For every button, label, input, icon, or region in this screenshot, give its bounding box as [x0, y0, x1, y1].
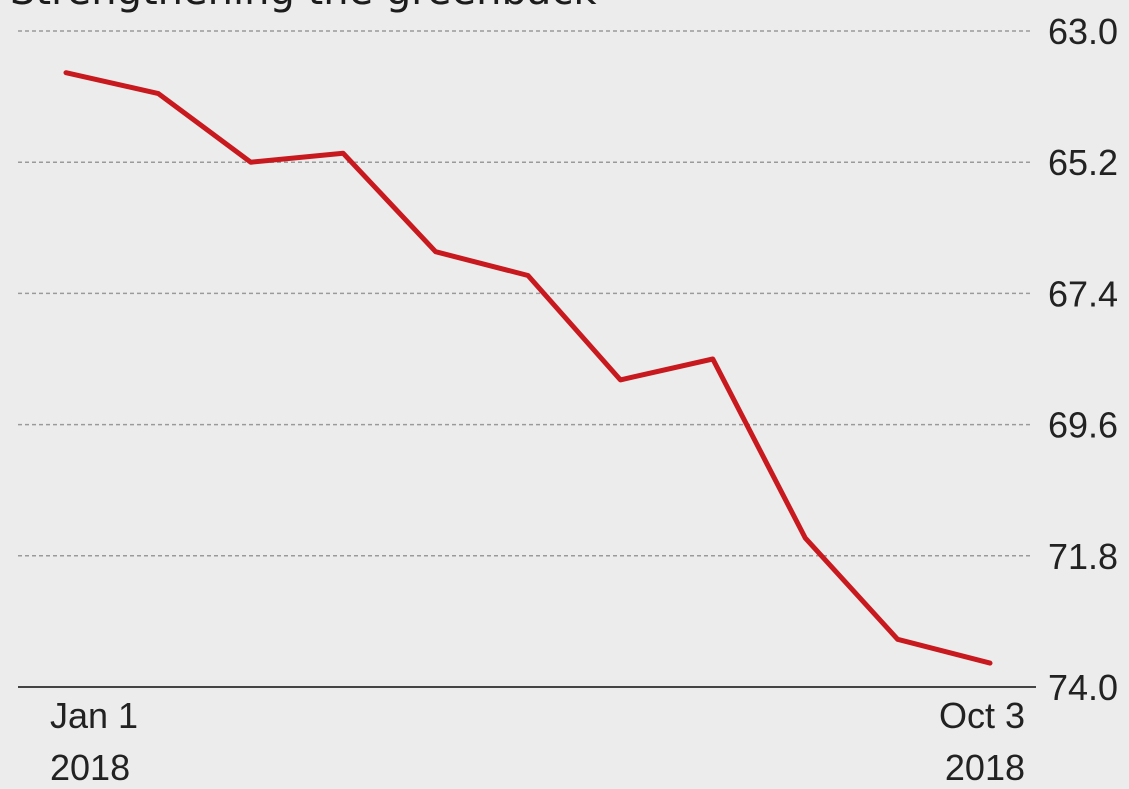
y-tick-label: 74.0 — [1048, 667, 1118, 708]
gridlines — [18, 30, 1032, 557]
x-end-label-year: 2018 — [945, 747, 1025, 788]
chart-title: Strengthening the greenback — [10, 0, 597, 14]
y-tick-label: 71.8 — [1048, 536, 1118, 577]
y-axis-tick-labels: 63.0 65.2 67.4 69.6 71.8 74.0 — [1048, 11, 1118, 708]
x-start-label-month: Jan 1 — [50, 695, 138, 736]
series-layer — [63, 70, 993, 666]
y-tick-label: 63.0 — [1048, 11, 1118, 52]
y-tick-label: 67.4 — [1048, 273, 1118, 314]
y-tick-label: 65.2 — [1048, 142, 1118, 183]
x-start-label-year: 2018 — [50, 747, 130, 788]
x-end-label-month: Oct 3 — [939, 695, 1025, 736]
y-tick-label: 69.6 — [1048, 405, 1118, 446]
series-line — [63, 70, 993, 666]
